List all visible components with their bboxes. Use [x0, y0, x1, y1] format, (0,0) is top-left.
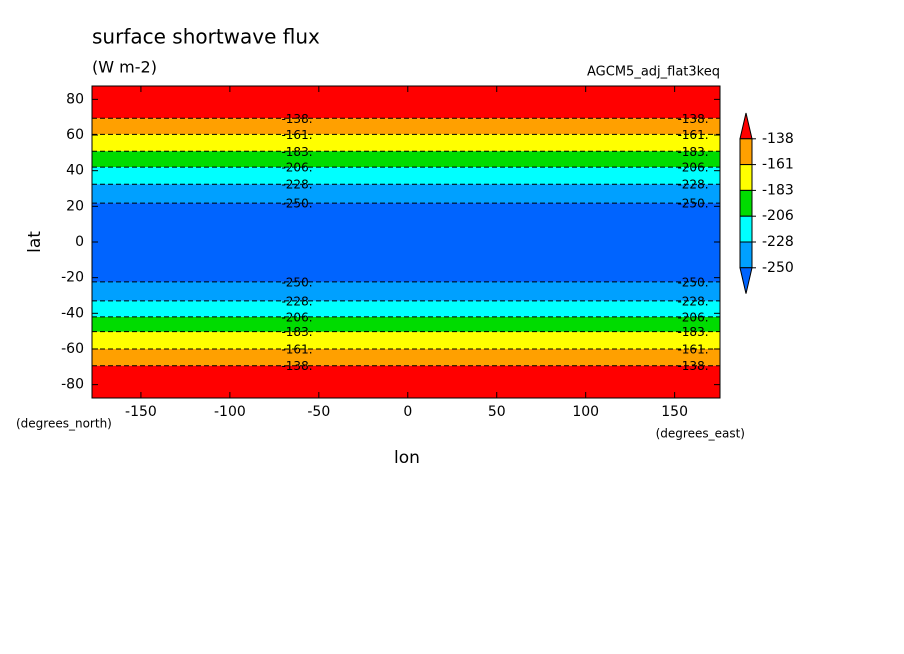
y-tick-label: 60	[66, 127, 84, 143]
contour-label: -138.	[677, 112, 708, 126]
colorbar-label: -183	[762, 182, 794, 198]
fill-band	[92, 203, 720, 282]
contour-label: -250.	[281, 275, 312, 289]
y-tick-label: 20	[66, 198, 84, 214]
colorbar-segment	[739, 189, 753, 217]
y-tick-label: -80	[61, 377, 84, 393]
colorbar-label: -161	[762, 157, 794, 173]
contour-label: -228.	[677, 178, 708, 192]
contour-label: -183.	[677, 145, 708, 159]
fill-band	[92, 316, 720, 332]
colorbar-segment	[739, 138, 753, 166]
y-tick-label: -60	[61, 341, 84, 357]
x-tick-label: 150	[661, 404, 688, 420]
fill-band	[92, 365, 720, 398]
x-tick-label: -100	[214, 404, 246, 420]
fill-band	[92, 331, 720, 349]
x-axis-label: lon	[394, 448, 420, 468]
fill-band	[92, 86, 720, 119]
contour-label: -228.	[281, 294, 312, 308]
colorbar-segment	[739, 215, 753, 243]
contour-label: -206.	[677, 161, 708, 175]
fill-band	[92, 167, 720, 185]
contour-label: -250.	[677, 197, 708, 211]
y-unit: (degrees_north)	[16, 417, 112, 431]
fill-band	[92, 151, 720, 168]
fill-band	[92, 348, 720, 366]
fill-band	[92, 184, 720, 204]
contour-label: -161.	[677, 342, 708, 356]
y-tick-label: -40	[61, 305, 84, 321]
contour-label: -250.	[281, 197, 312, 211]
y-tick-label: 0	[75, 234, 84, 250]
contour-label: -206.	[677, 310, 708, 324]
contour-label: -228.	[281, 178, 312, 192]
colorbar-segment	[739, 164, 753, 191]
fill-band	[92, 281, 720, 301]
y-tick-label: -20	[61, 270, 84, 286]
contour-label: -161.	[281, 342, 312, 356]
x-tick-label: 0	[403, 404, 412, 420]
subtitle: (W m-2)	[92, 58, 157, 77]
contour-label: -228.	[677, 294, 708, 308]
contour-label: -206.	[281, 310, 312, 324]
y-tick-label: 40	[66, 163, 84, 179]
fill-band	[92, 118, 720, 135]
colorbar-label: -228	[762, 234, 794, 250]
colorbar-label: -206	[762, 208, 794, 224]
x-tick-label: 100	[572, 404, 599, 420]
contour-label: -183.	[281, 145, 312, 159]
contour-label: -138.	[281, 359, 312, 373]
contour-label: -183.	[677, 325, 708, 339]
x-tick-label: 50	[488, 404, 506, 420]
colorbar-segment	[739, 241, 753, 269]
annotation: AGCM5_adj_flat3keq	[587, 65, 720, 80]
colorbar-segment	[739, 267, 753, 294]
chart-title: surface shortwave flux	[92, 25, 320, 49]
fill-band	[92, 134, 720, 152]
x-tick-label: -150	[125, 404, 157, 420]
contour-label: -183.	[281, 325, 312, 339]
contour-label: -161.	[677, 128, 708, 142]
colorbar-label: -138	[762, 131, 794, 147]
x-unit: (degrees_east)	[656, 427, 745, 441]
contour-label: -138.	[281, 112, 312, 126]
colorbar-label: -250	[762, 260, 794, 276]
contour-label: -161.	[281, 128, 312, 142]
fill-band	[92, 300, 720, 317]
contour-label: -206.	[281, 161, 312, 175]
x-tick-label: -50	[307, 404, 330, 420]
contour-label: -250.	[677, 275, 708, 289]
y-tick-label: 80	[66, 91, 84, 107]
contour-label: -138.	[677, 359, 708, 373]
y-axis-label: lat	[25, 231, 45, 253]
